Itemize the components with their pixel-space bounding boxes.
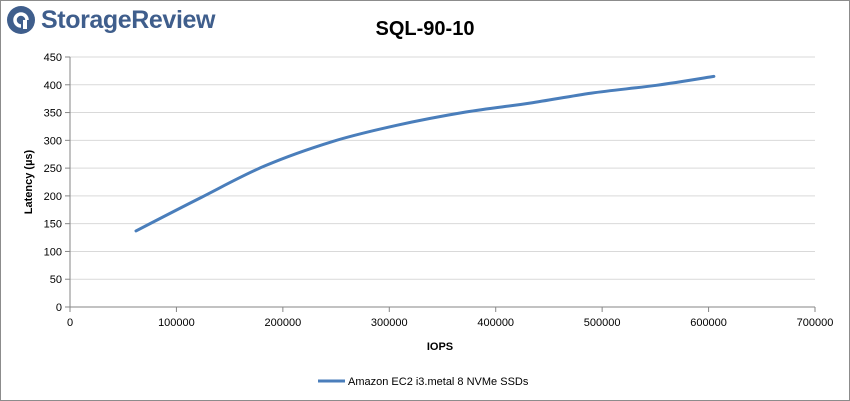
chart-grid: [70, 56, 815, 280]
data-point: [263, 164, 266, 167]
y-tick-label: 200: [44, 191, 62, 203]
storagereview-logo-icon: [7, 6, 35, 34]
y-tick-label: 250: [44, 163, 62, 175]
y-tick-label: 300: [44, 135, 62, 147]
y-axis-title: Latency (µs): [23, 149, 35, 214]
legend: Amazon EC2 i3.metal 8 NVMe SSDs: [318, 376, 529, 388]
logo-text: StorageReview: [41, 6, 216, 34]
series-line: [134, 74, 716, 233]
data-point: [590, 92, 593, 95]
data-point: [134, 229, 137, 232]
storagereview-logo: StorageReview: [6, 5, 215, 35]
x-tick-label: 400000: [477, 317, 514, 329]
y-tick-label: 150: [44, 219, 62, 231]
x-tick-label: 0: [67, 317, 73, 329]
x-tick-label: 300000: [371, 317, 408, 329]
y-tick-label: 450: [44, 52, 62, 64]
x-tick-label: 600000: [690, 317, 727, 329]
data-point: [395, 124, 398, 127]
data-point: [331, 140, 334, 143]
data-point: [199, 196, 202, 199]
y-tick-label: 350: [44, 108, 62, 120]
data-point: [655, 84, 658, 87]
data-point: [712, 75, 715, 78]
data-point: [464, 111, 467, 114]
legend-label: Amazon EC2 i3.metal 8 NVMe SSDs: [348, 376, 529, 388]
x-tick-label: 500000: [584, 317, 621, 329]
series-layer: [134, 74, 716, 233]
y-axis-ticks: 0 50 100 150 200 250 300 350 400 450: [44, 52, 70, 314]
x-axis-ticks: 0 100000 200000 300000 400000 500000 600000 700…: [67, 307, 833, 329]
x-tick-label: 700000: [797, 317, 834, 329]
x-tick-label: 100000: [158, 317, 195, 329]
y-tick-label: 50: [50, 274, 62, 286]
y-tick-label: 400: [44, 80, 62, 92]
x-axis-title: IOPS: [427, 341, 453, 353]
y-tick-label: 0: [56, 302, 62, 314]
x-tick-label: 200000: [264, 317, 301, 329]
data-point: [528, 102, 531, 105]
chart-title: SQL-90-10: [376, 18, 475, 40]
y-tick-label: 100: [44, 246, 62, 258]
